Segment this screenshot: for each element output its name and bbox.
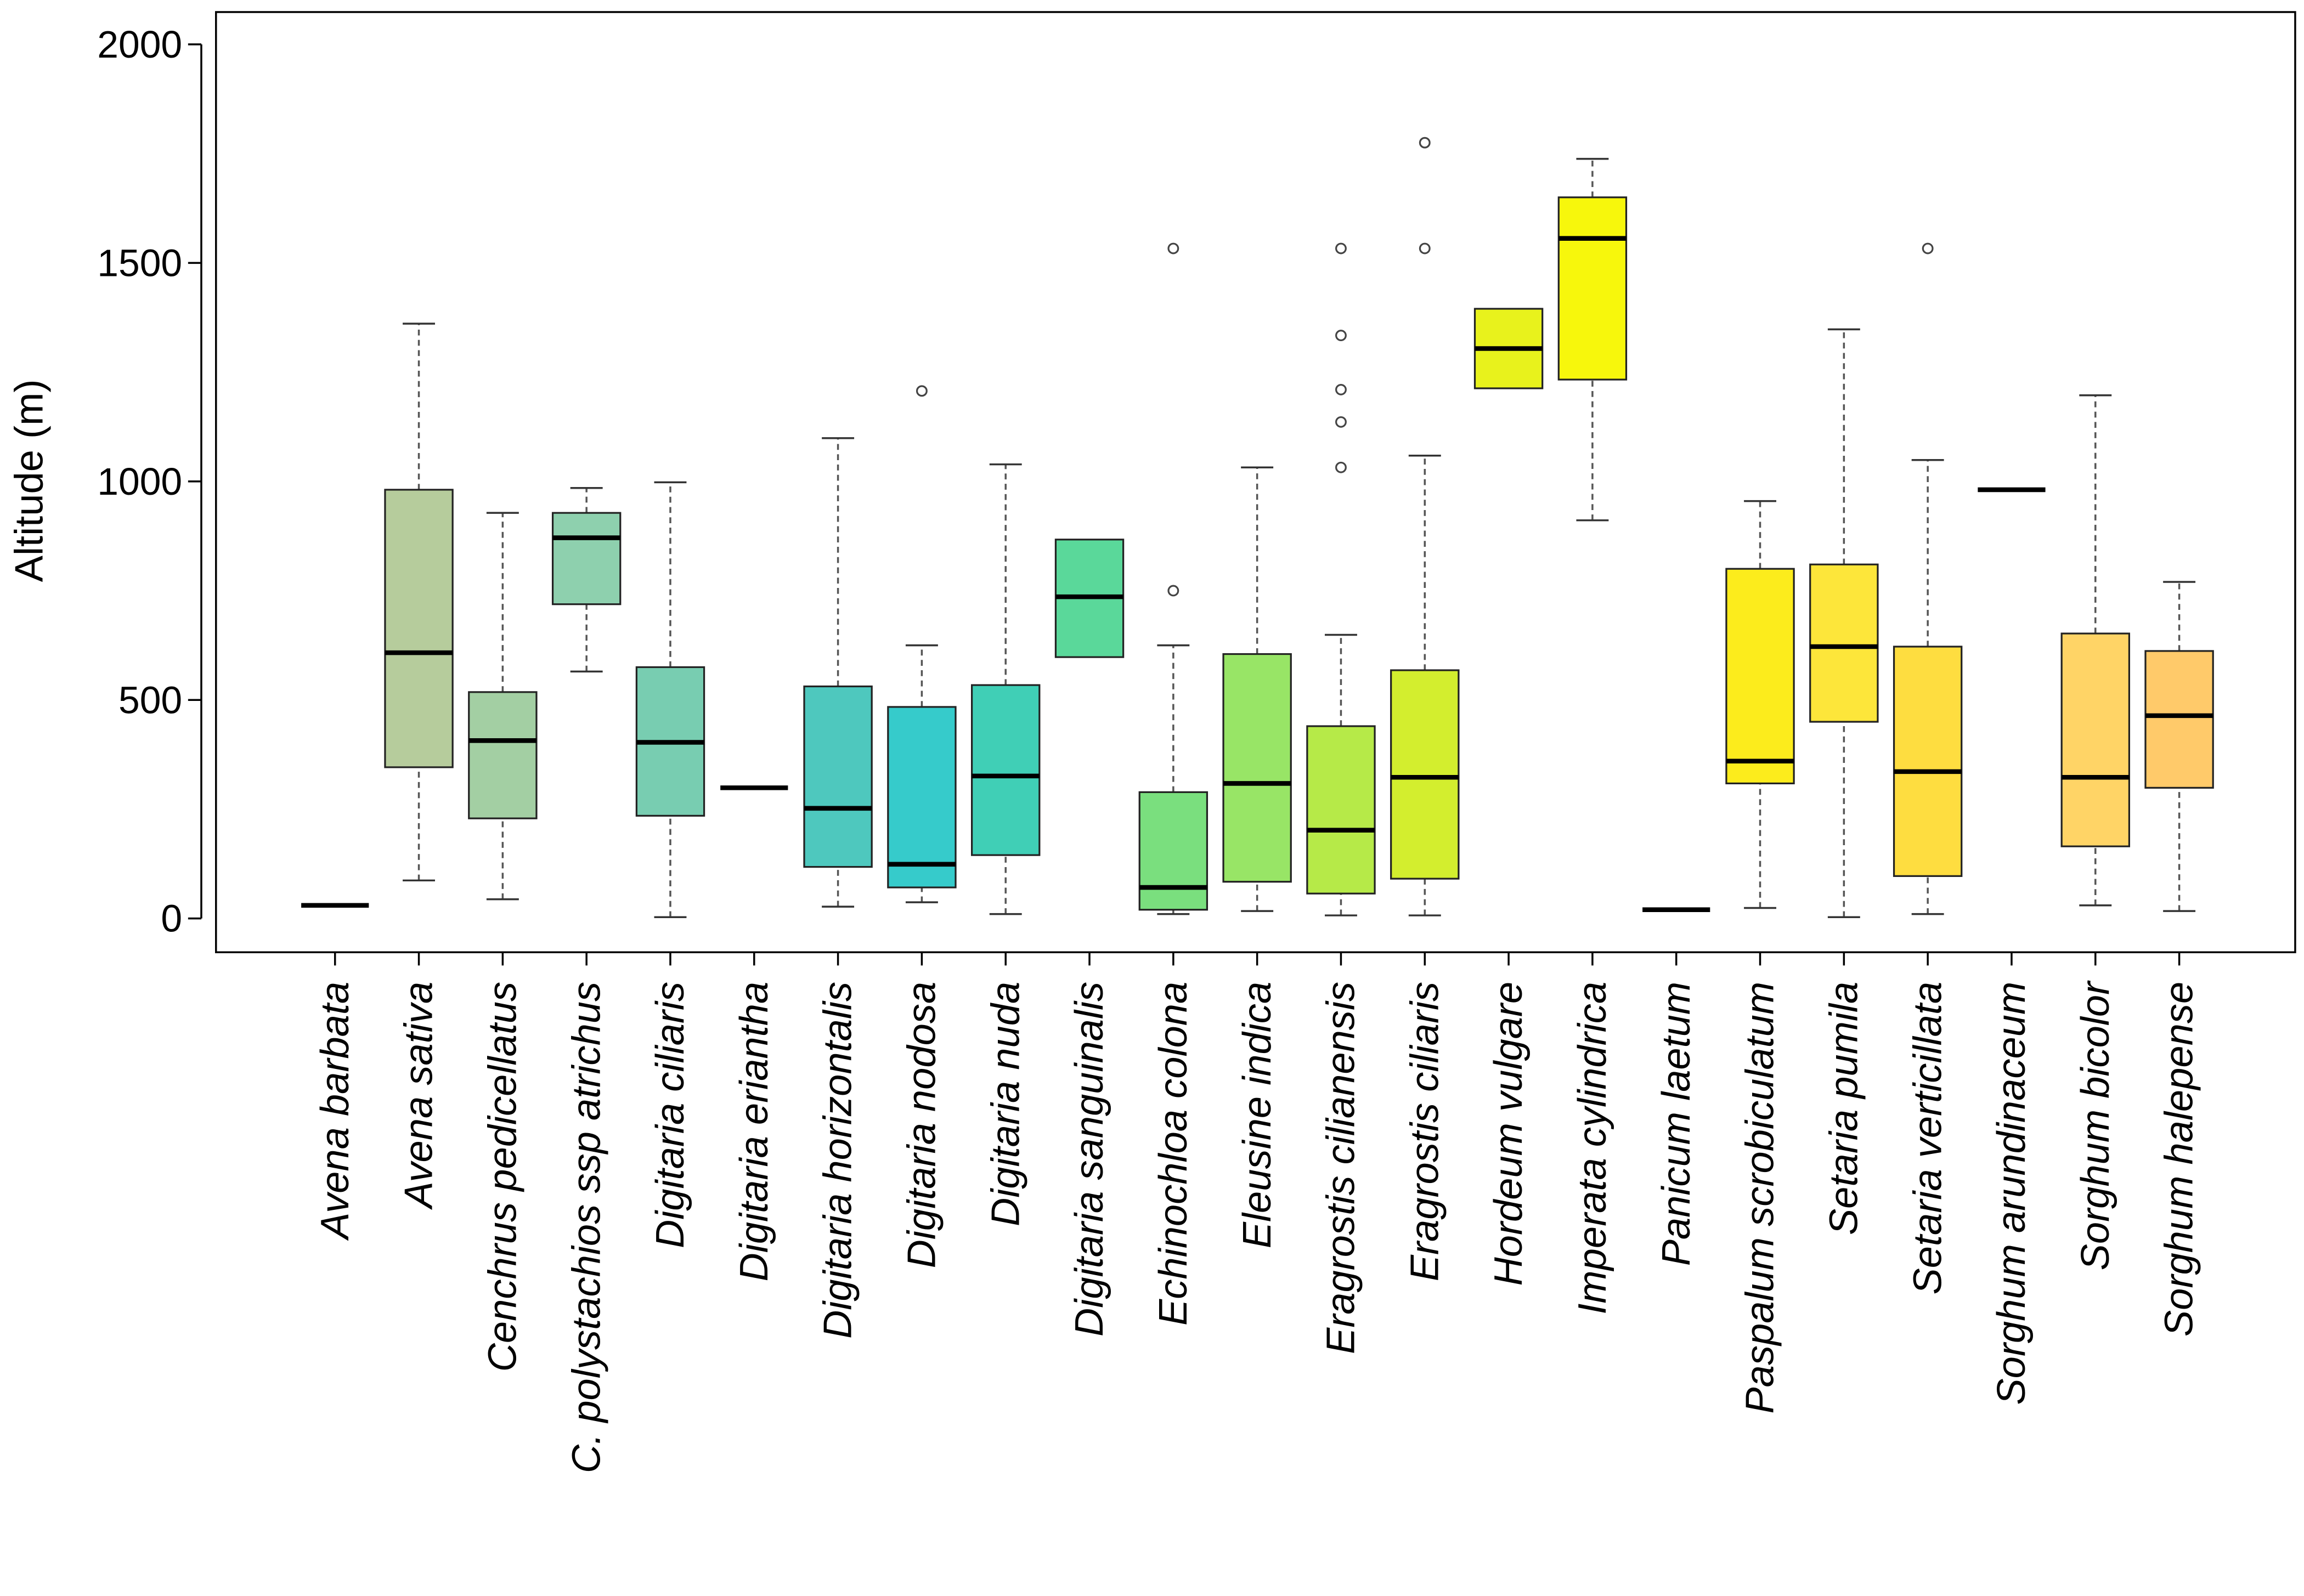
box-digitaria-nuda: [971, 463, 1041, 915]
y-tick-label: 500: [118, 678, 182, 721]
x-tick-label: Sorghum bicolor: [2074, 980, 2117, 1270]
outlier-point: [1335, 416, 1347, 428]
x-tick-label: Avena sativa: [397, 982, 441, 1210]
y-tick-label: 0: [161, 897, 182, 940]
x-tick-label: Setaria pumila: [1822, 982, 1866, 1235]
box-digitaria-nodosa: [887, 385, 957, 903]
box-imperata-cylindrica: [1557, 157, 1628, 522]
iqr-box: [1725, 568, 1795, 785]
x-tick-label: Digitaria nodosa: [900, 982, 944, 1269]
box-eleusine-indica: [1222, 466, 1292, 912]
x-tick-label: Imperata cylindrica: [1571, 982, 1614, 1315]
iqr-box: [971, 684, 1041, 856]
y-tick-label: 1000: [97, 460, 182, 503]
iqr-box: [468, 691, 538, 819]
x-tick-label: Panicum laetum: [1654, 982, 1698, 1266]
x-tick-label: Eragrostis cilianensis: [1319, 982, 1363, 1354]
box-cenchrus-pedicellatus: [468, 512, 538, 901]
iqr-box: [1138, 791, 1209, 911]
box-paspalum-scrobiculatum: [1725, 500, 1795, 909]
box-digitaria-sanguinalis: [1054, 539, 1125, 658]
box-setaria-verticillata: [1893, 242, 1963, 915]
iqr-box: [384, 489, 454, 768]
outlier-point: [1335, 242, 1347, 254]
iqr-box: [1557, 196, 1628, 381]
iqr-box: [1809, 563, 1879, 723]
outlier-point: [916, 385, 928, 397]
x-tick-label: Paspalum scrobiculatum: [1738, 982, 1782, 1414]
y-tick-label: 1500: [97, 241, 182, 284]
iqr-box: [803, 685, 873, 868]
box-echinochloa-colona: [1138, 242, 1209, 915]
iqr-box: [1222, 653, 1292, 883]
box-digitaria-ciliaris: [635, 481, 705, 918]
box-eragrostis-ciliaris: [1390, 137, 1460, 916]
outlier-point: [1419, 242, 1431, 254]
iqr-box: [887, 706, 957, 888]
x-tick-label: Sorghum halepense: [2158, 982, 2201, 1337]
x-axis-labels: Avena barbata Avena sativa Cenchrus pedice…: [313, 952, 2201, 1473]
iqr-box: [1306, 725, 1376, 895]
iqr-box: [1390, 669, 1460, 880]
x-tick-label: Digitaria nuda: [984, 982, 1027, 1226]
outlier-point: [1335, 383, 1347, 395]
box-c-polystachios-ssp-atrichus: [551, 486, 622, 673]
box-avena-sativa: [384, 322, 454, 882]
x-tick-label: Eragrostis ciliaris: [1403, 982, 1447, 1281]
iqr-box: [551, 512, 622, 605]
x-tick-label: Sorghum arundinaceum: [1990, 982, 2034, 1405]
boxes: [301, 137, 2214, 918]
box-sorghum-halepense: [2144, 581, 2214, 912]
plot-frame: [215, 11, 2296, 953]
x-tick-label: Digitaria eriantha: [732, 982, 776, 1282]
x-tick-label: Hordeum vulgare: [1487, 982, 1531, 1286]
box-sorghum-bicolor: [2060, 394, 2130, 907]
y-tick-label: 2000: [97, 23, 182, 66]
x-tick-label: Digitaria horizontalis: [816, 982, 860, 1339]
outlier-point: [1922, 242, 1934, 254]
x-tick-label: Digitaria ciliaris: [648, 982, 692, 1248]
x-tick-label: Avena barbata: [313, 982, 357, 1241]
box-hordeum-vulgare: [1473, 308, 1544, 389]
y-axis-title: Altitude (m): [8, 380, 52, 582]
box-eragrostis-cilianensis: [1306, 242, 1376, 916]
outlier-point: [1335, 461, 1347, 473]
outlier-point: [1419, 137, 1431, 149]
outlier-point: [1167, 242, 1179, 254]
box-digitaria-horizontalis: [803, 437, 873, 908]
outlier-point: [1167, 585, 1179, 597]
x-tick-label: Echinochloa colona: [1151, 982, 1195, 1326]
x-tick-label: Eleusine indica: [1235, 982, 1279, 1248]
iqr-box: [2144, 650, 2214, 789]
x-tick-label: Setaria verticillata: [1906, 982, 1950, 1295]
x-tick-label: Cenchrus pedicellatus: [481, 982, 524, 1372]
y-axis: 0 500 1000 1500 2000: [97, 23, 202, 940]
box-setaria-pumila: [1809, 328, 1879, 918]
x-tick-label: Digitaria sanguinalis: [1068, 982, 1111, 1337]
outlier-point: [1335, 330, 1347, 342]
iqr-box: [2060, 632, 2130, 847]
x-tick-label: C. polystachios ssp atrichus: [564, 982, 608, 1473]
iqr-box: [1893, 646, 1963, 877]
